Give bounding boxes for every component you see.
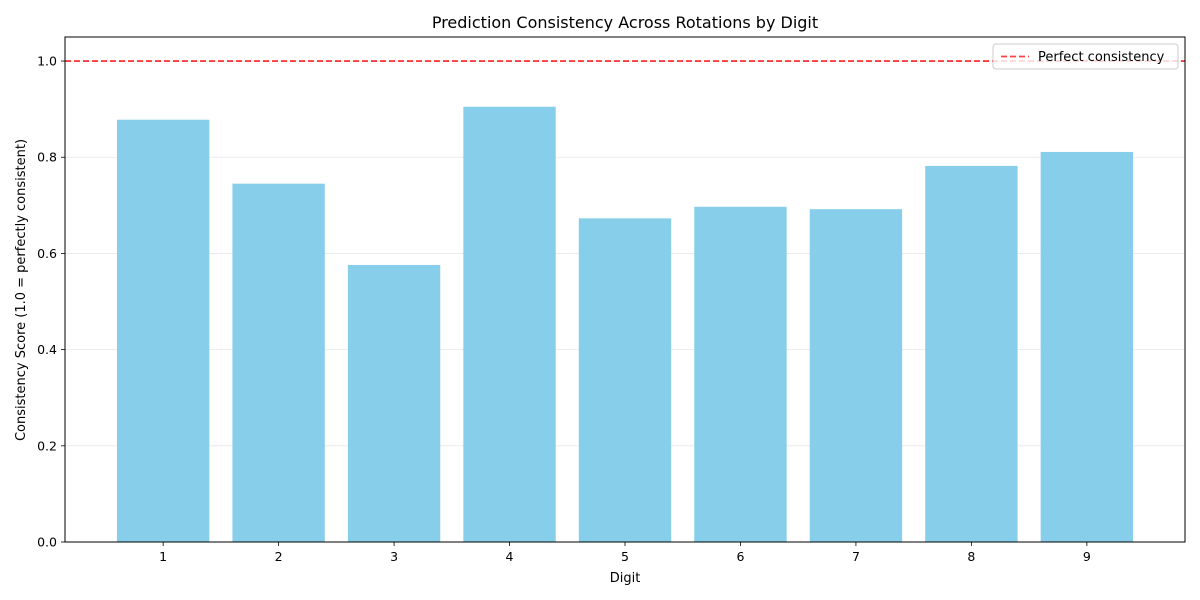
y-tick-label: 0.6 — [37, 246, 57, 261]
bar-digit-6 — [694, 206, 787, 542]
x-tick-label: 8 — [967, 549, 975, 564]
y-tick-label: 0.2 — [37, 438, 57, 453]
y-tick-label: 0.0 — [37, 535, 57, 550]
bar-digit-3 — [347, 264, 441, 542]
x-tick-label: 7 — [852, 549, 860, 564]
x-tick-label: 5 — [621, 549, 629, 564]
x-tick-label: 1 — [159, 549, 167, 564]
bars — [116, 106, 1134, 543]
bar-digit-4 — [463, 106, 556, 542]
x-tick-label: 4 — [506, 549, 514, 564]
bar-digit-1 — [116, 119, 210, 542]
bar-digit-5 — [578, 218, 672, 543]
chart-title: Prediction Consistency Across Rotations … — [432, 13, 818, 32]
x-tick-label: 3 — [390, 549, 398, 564]
x-axis-label: Digit — [610, 571, 641, 586]
x-tick-label: 9 — [1083, 549, 1091, 564]
y-axis-label: Consistency Score (1.0 = perfectly consi… — [14, 139, 29, 441]
bar-digit-2 — [232, 183, 325, 542]
y-tick-label: 0.8 — [37, 150, 57, 165]
x-axis-ticks: 1 2 3 4 5 6 7 8 9 — [159, 542, 1091, 564]
legend-box — [992, 43, 1179, 70]
y-tick-label: 0.4 — [37, 342, 57, 357]
x-tick-label: 2 — [275, 549, 283, 564]
legend: Perfect consistency — [992, 43, 1179, 70]
y-tick-label: 1.0 — [37, 54, 57, 69]
bar-digit-8 — [925, 165, 1018, 542]
x-tick-label: 6 — [736, 549, 744, 564]
legend-entry-perfect-consistency: Perfect consistency — [1038, 50, 1165, 65]
bar-digit-7 — [809, 209, 903, 542]
y-axis-ticks: 0.0 0.2 0.4 0.6 0.8 1.0 — [37, 54, 65, 550]
bar-digit-9 — [1040, 151, 1134, 542]
